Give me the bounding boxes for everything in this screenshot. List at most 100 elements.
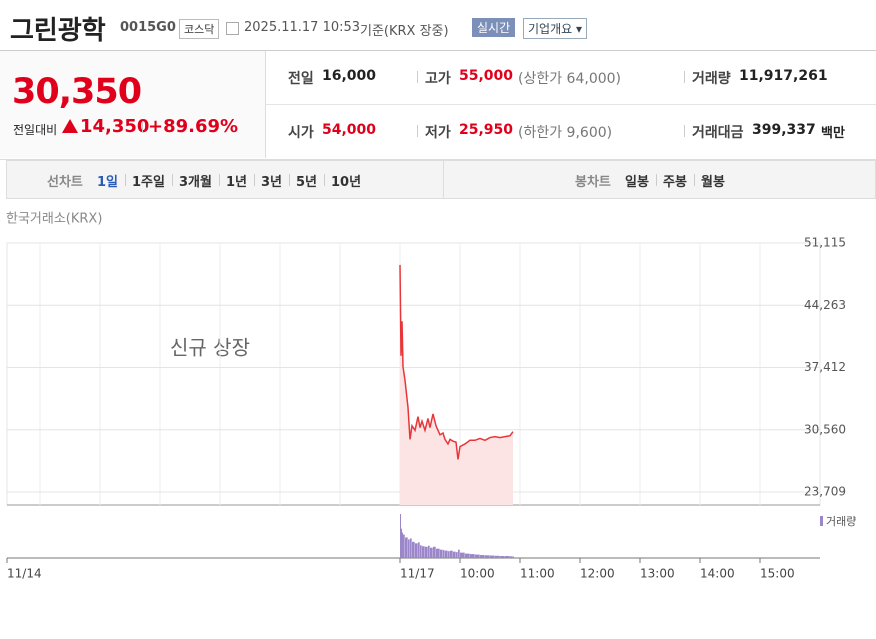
info-label: 전일 <box>288 71 314 87</box>
change-label: 전일대비 <box>13 123 58 137</box>
tab-bar <box>6 160 876 199</box>
volume-bar <box>500 556 505 558</box>
summary-box <box>0 50 876 160</box>
volume-bar <box>412 541 415 558</box>
basis: 기준(KRX 장중) <box>360 24 449 39</box>
volume-bar <box>425 546 428 558</box>
volume-bar <box>445 550 448 558</box>
tab[interactable]: 일봉 <box>625 175 649 190</box>
info-unit: 백만 <box>821 126 845 141</box>
info-value: 16,000 <box>322 68 377 84</box>
tab[interactable]: 1일 <box>97 175 119 190</box>
legend-swatch <box>820 516 823 526</box>
volume-bar <box>475 554 480 558</box>
calendar-icon <box>226 22 239 35</box>
separator <box>684 71 685 83</box>
x-tick-label: 11/14 <box>7 567 42 581</box>
x-tick-label: 10:00 <box>460 567 495 581</box>
tab[interactable]: 1주일 <box>132 175 165 190</box>
tab-separator <box>172 174 173 186</box>
volume-bar <box>460 552 465 558</box>
info-label: 거래량 <box>692 71 731 87</box>
separator <box>684 125 685 137</box>
volume-bar <box>400 514 401 558</box>
volume-bar <box>450 550 453 558</box>
info-value: 54,000 <box>322 122 377 138</box>
tab[interactable]: 주봉 <box>663 175 687 190</box>
info-value: 55,000 <box>459 68 514 84</box>
volume-bar <box>408 539 410 558</box>
tab-group-label: 봉차트 <box>575 175 611 190</box>
volume-bar <box>456 552 458 558</box>
tab-divider <box>443 161 444 198</box>
volume-bar <box>401 528 402 558</box>
volume-bar <box>436 548 440 558</box>
volume-bar <box>430 547 433 558</box>
chart: 한국거래소(KRX) 신규 상장 거래량 23,709 30,560 37,412 4… <box>6 212 856 581</box>
tab-separator <box>694 174 695 186</box>
up-icon <box>62 119 78 133</box>
volume-bar <box>458 549 460 558</box>
stock-code: 0015G0 <box>120 20 176 35</box>
volume-bar <box>420 545 422 558</box>
y-tick-label: 23,709 <box>804 485 846 499</box>
tab[interactable]: 1년 <box>226 175 248 190</box>
volume-bar <box>513 556 514 558</box>
current-price: 30,350 <box>12 72 142 112</box>
info-value: 11,917,261 <box>739 68 828 84</box>
tab[interactable]: 3개월 <box>179 175 212 190</box>
realtime-button[interactable]: 실시간 <box>472 18 516 37</box>
volume-bar <box>418 542 420 558</box>
company-label: 기업개요 <box>528 22 573 36</box>
change-rate: +89.69% <box>148 116 239 137</box>
tab[interactable]: 10년 <box>331 175 362 190</box>
x-tick-label: 12:00 <box>580 567 615 581</box>
info-note: (상한가 64,000) <box>518 71 622 87</box>
info-value: 399,337 <box>752 122 816 138</box>
market-badge: 코스닥 <box>179 19 220 39</box>
volume-bar <box>480 555 485 558</box>
price-panel <box>0 51 266 158</box>
price-line <box>399 264 514 460</box>
x-tick-label: 11/17 <box>400 567 435 581</box>
tab-separator <box>289 174 290 186</box>
price-area <box>400 264 513 505</box>
x-tick-label: 14:00 <box>700 567 735 581</box>
volume-bar <box>490 555 495 558</box>
annotation: 신규 상장 <box>170 336 250 360</box>
volume-bar <box>415 543 418 558</box>
tab[interactable]: 월봉 <box>701 175 725 190</box>
x-tick-label: 13:00 <box>640 567 675 581</box>
separator <box>417 125 418 137</box>
stock-name: 그린광학 <box>10 16 106 46</box>
datetime: 2025.11.17 10:53 <box>244 20 361 35</box>
y-tick-label: 51,115 <box>804 236 846 250</box>
tab[interactable]: 5년 <box>296 175 318 190</box>
y-tick-label: 44,263 <box>804 298 846 312</box>
x-tick-label: 15:00 <box>760 567 795 581</box>
volume-bar <box>410 538 412 558</box>
volume-bar <box>448 551 450 558</box>
tab-group-label: 선차트 <box>47 175 83 190</box>
volume-bar <box>505 556 510 558</box>
volume-bar <box>422 546 425 558</box>
company-button[interactable]: 기업개요 ▾ <box>523 18 588 39</box>
separator <box>417 71 418 83</box>
volume-bar <box>433 546 436 558</box>
volume-bar <box>428 545 430 558</box>
volume-bar <box>510 556 513 558</box>
info-label: 저가 <box>425 125 451 141</box>
volume-bar <box>402 532 403 558</box>
y-tick-label: 30,560 <box>804 422 846 436</box>
tab[interactable]: 3년 <box>261 175 283 190</box>
volume-bar <box>495 555 500 558</box>
info-label: 시가 <box>288 125 314 141</box>
volume-bar <box>465 553 470 558</box>
x-tick-label: 11:00 <box>520 567 555 581</box>
volume-bar <box>453 551 456 558</box>
tab-separator <box>125 174 126 186</box>
info-label: 고가 <box>425 71 451 87</box>
info-value: 25,950 <box>459 122 514 138</box>
tab-separator <box>219 174 220 186</box>
